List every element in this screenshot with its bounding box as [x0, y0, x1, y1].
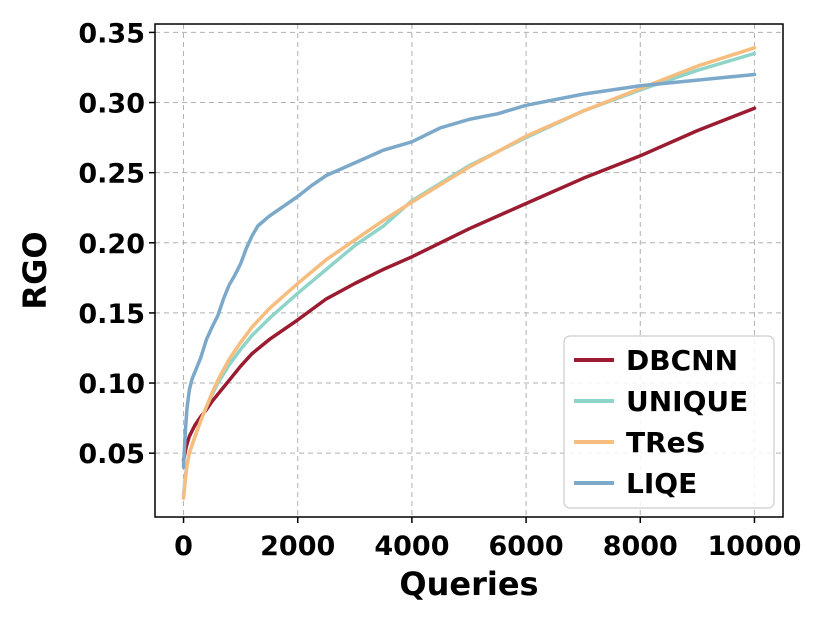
y-tick-label: 0.15: [78, 299, 145, 330]
y-tick-label: 0.35: [78, 18, 145, 49]
legend-label-tres: TReS: [626, 426, 706, 459]
y-tick-label: 0.25: [78, 159, 145, 190]
x-tick-label: 6000: [489, 531, 564, 562]
x-axis: 0 2000 4000 6000 8000 10000: [174, 517, 801, 562]
y-tick-label: 0.20: [78, 229, 145, 260]
legend-label-dbcnn: DBCNN: [626, 344, 738, 377]
x-tick-label: 0: [174, 531, 193, 562]
y-tick-label: 0.30: [78, 89, 145, 120]
legend: DBCNN UNIQUE TReS LIQE: [563, 335, 775, 509]
x-tick-label: 4000: [374, 531, 449, 562]
x-axis-label: Queries: [399, 565, 538, 603]
series-line-tres: [181, 46, 757, 500]
y-axis-label: RGO: [16, 231, 54, 309]
y-axis: 0.05 0.10 0.15 0.20 0.25 0.30 0.35: [78, 18, 155, 470]
legend-label-liqe: LIQE: [626, 467, 697, 500]
legend-box: [563, 335, 775, 509]
series-lines: [181, 46, 757, 500]
x-tick-label: 8000: [603, 531, 678, 562]
y-tick-label: 0.05: [78, 439, 145, 470]
series-line-dbcnn: [181, 106, 757, 462]
legend-label-unique: UNIQUE: [626, 385, 748, 418]
y-tick-label: 0.10: [78, 369, 145, 400]
series-line-liqe: [181, 72, 757, 469]
x-tick-label: 10000: [707, 531, 801, 562]
plot-frame: [154, 23, 784, 518]
x-tick-label: 2000: [260, 531, 335, 562]
